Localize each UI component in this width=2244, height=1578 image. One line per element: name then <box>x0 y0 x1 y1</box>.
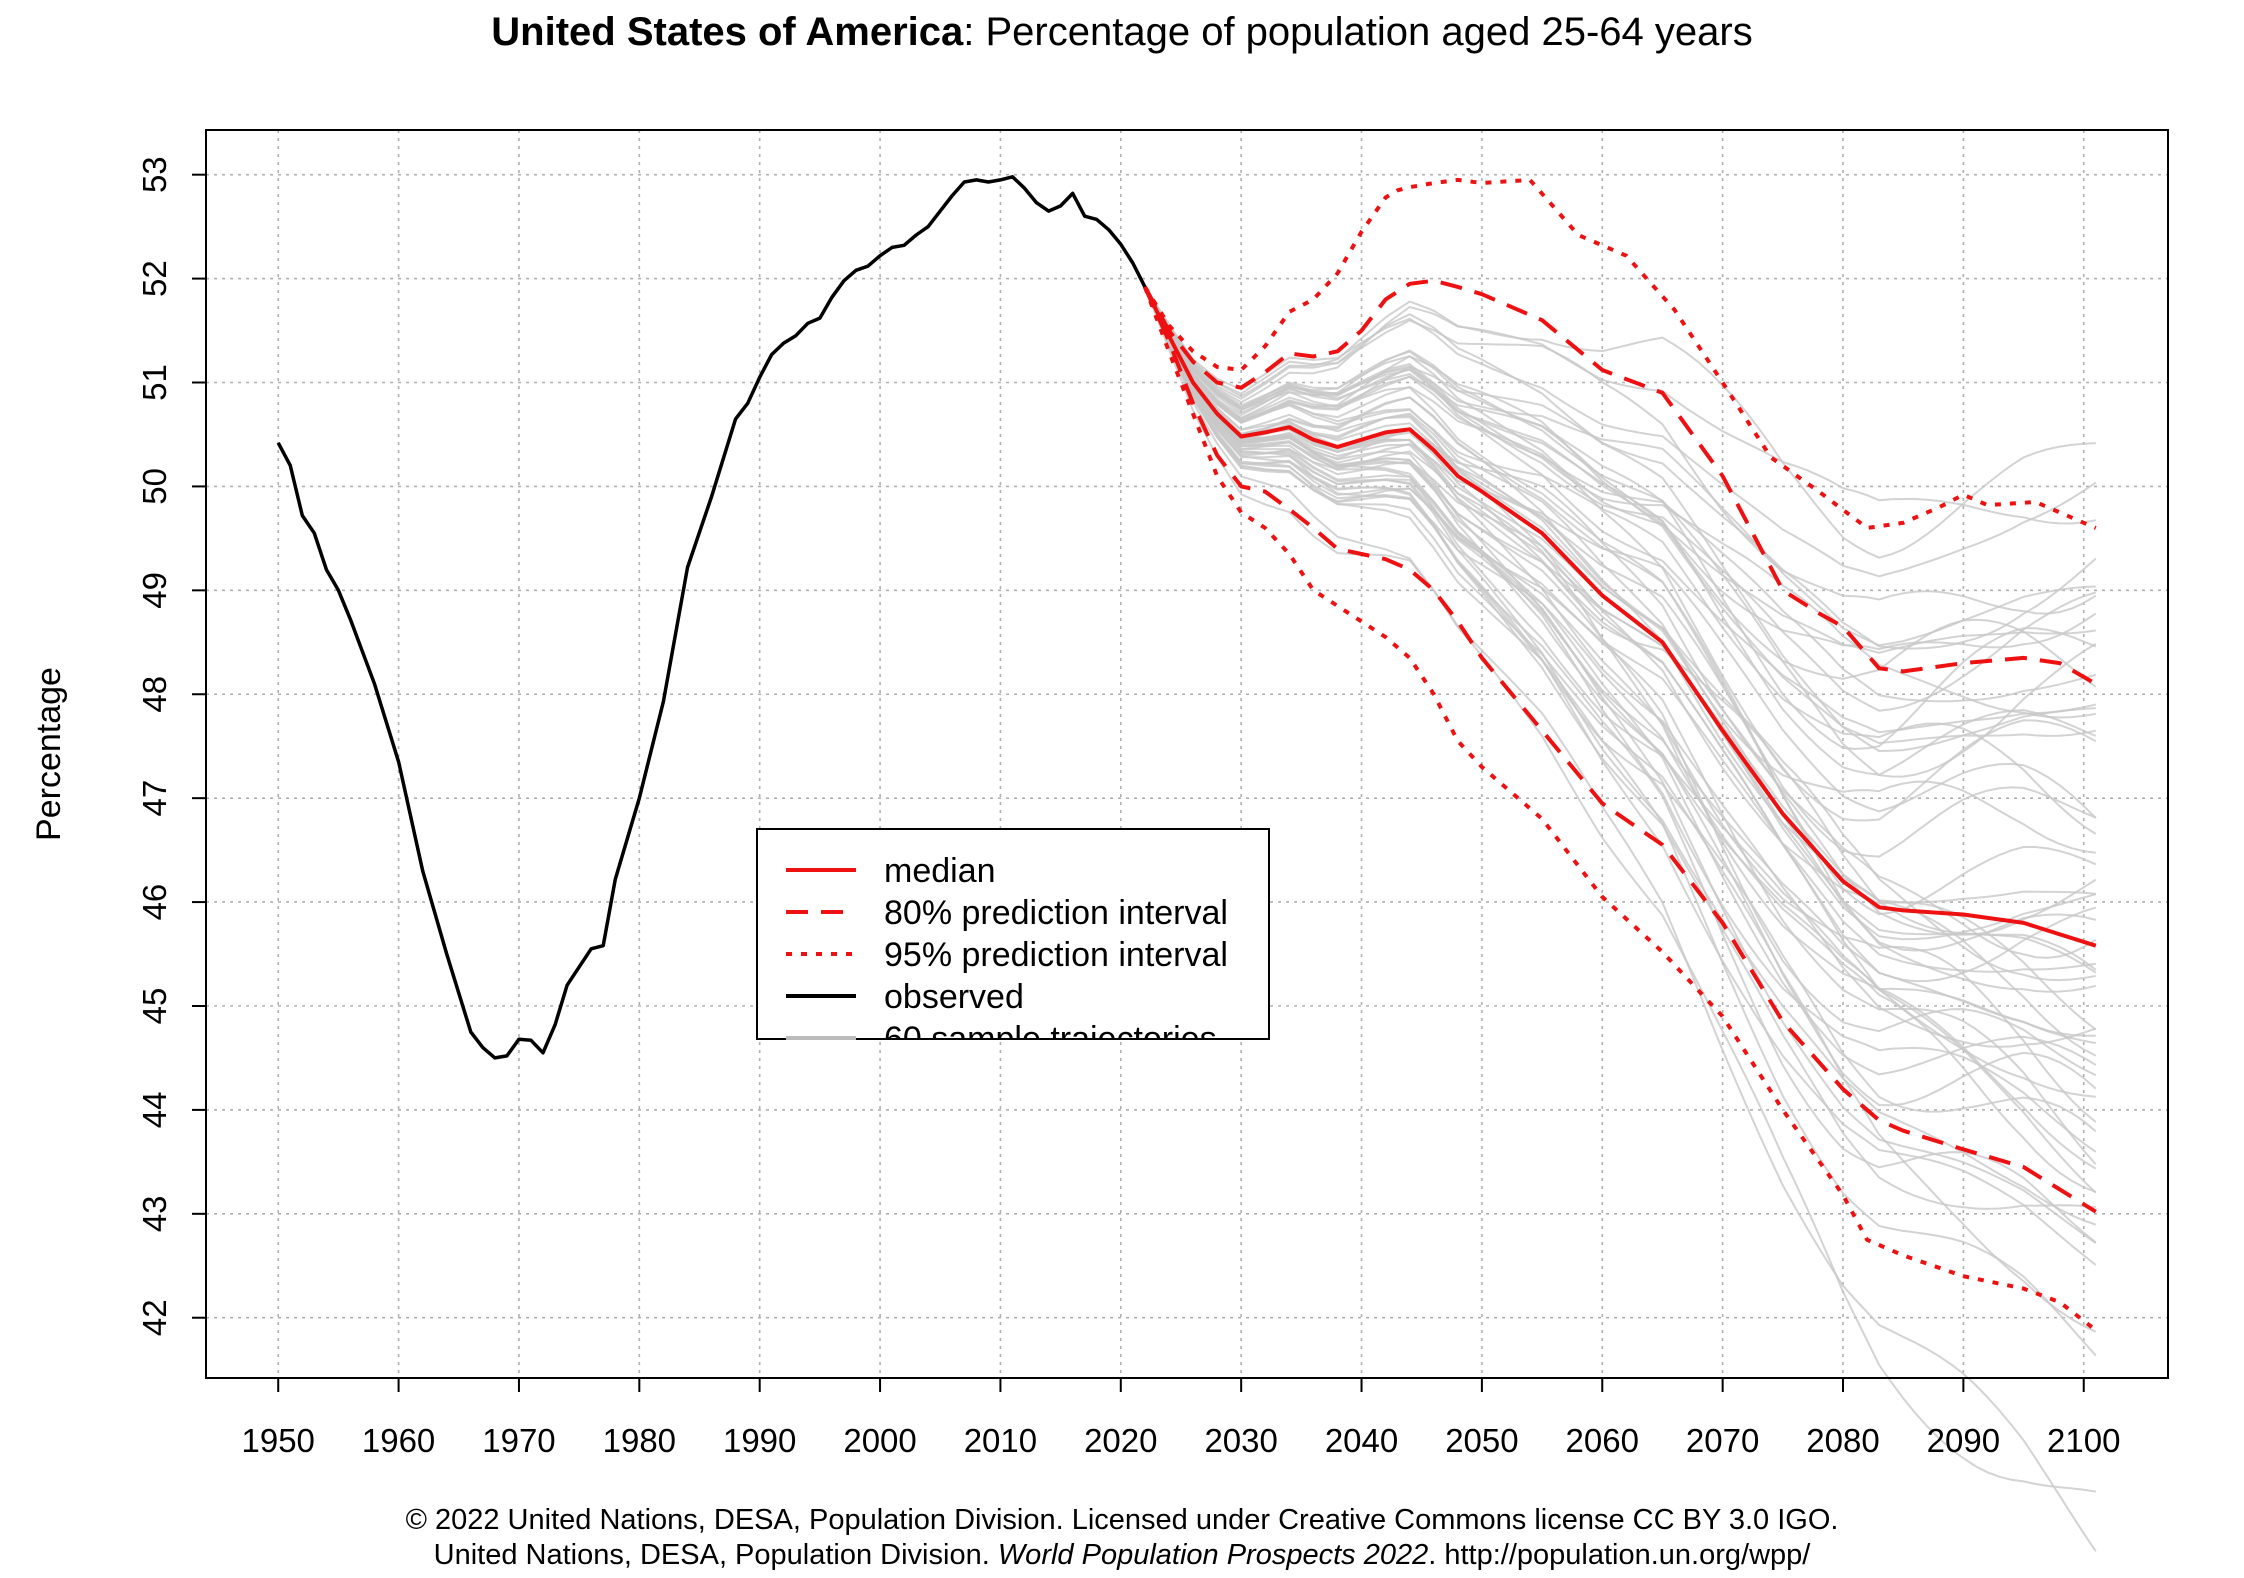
y-tick-label: 53 <box>136 156 173 193</box>
sample-trajectory <box>1144 286 2097 650</box>
plot-frame <box>205 129 2169 1379</box>
x-axis: 1950 1960 1970 1980 1990 2000 2010 2020 2030 2040… <box>242 1378 2120 1459</box>
series-95-prediction-interval <box>1143 286 2098 1332</box>
sample-trajectory <box>1143 286 2097 1170</box>
sample-trajectory <box>1144 286 2096 753</box>
sample-trajectory <box>1144 286 2097 971</box>
x-tick-label: 1970 <box>482 1422 555 1459</box>
sample-trajectory <box>1143 286 2097 1244</box>
y-tick-label: 42 <box>136 1299 173 1336</box>
sample-trajectory <box>1144 286 2097 822</box>
series-lines <box>276 175 2098 1332</box>
sample-trajectory <box>1143 286 2097 1193</box>
sample-trajectory <box>1144 286 2097 778</box>
y-axis-label: Percentage <box>30 667 68 841</box>
legend-box <box>756 828 1270 1040</box>
x-tick-label: 2090 <box>1927 1422 2000 1459</box>
sample-trajectory <box>1144 286 2096 525</box>
sample-trajectory <box>1143 286 2096 1098</box>
legend-label: 80% prediction interval <box>884 894 1228 932</box>
grid <box>206 130 2168 1378</box>
sample-trajectory <box>1144 286 2097 776</box>
sample-trajectory <box>1144 286 2097 578</box>
sample-trajectory <box>1144 286 2097 916</box>
chart-title: United States of America: Percentage of … <box>491 10 1752 54</box>
sample-trajectory <box>1144 286 2097 835</box>
y-tick-label: 44 <box>136 1092 173 1129</box>
sample-trajectory <box>1143 286 2097 1244</box>
sample-trajectory <box>1143 286 2097 1123</box>
x-tick-label: 1990 <box>723 1422 796 1459</box>
x-tick-label: 2010 <box>964 1422 1037 1459</box>
x-tick-label: 2080 <box>1806 1422 1879 1459</box>
x-tick-label: 2100 <box>2047 1422 2120 1459</box>
y-tick-label: 43 <box>136 1195 173 1232</box>
x-tick-label: 2050 <box>1445 1422 1518 1459</box>
sample-trajectory <box>1144 286 2096 559</box>
sample-trajectory <box>1143 286 2096 1493</box>
legend: median 80% prediction interval 95% predict… <box>756 828 1270 1058</box>
y-tick-label: 47 <box>136 780 173 817</box>
legend-label: observed <box>884 978 1024 1016</box>
sample-trajectory <box>1144 286 2097 745</box>
chart-title-country: United States of America <box>491 10 964 54</box>
legend-label: median <box>884 852 996 890</box>
sample-trajectories <box>1143 286 2097 1552</box>
y-tick-label: 51 <box>136 364 173 401</box>
sample-trajectory <box>1143 286 2097 952</box>
sample-trajectory <box>1143 286 2097 1552</box>
series-observed <box>276 175 1147 1060</box>
sample-trajectory <box>1143 286 2096 973</box>
x-tick-label: 2000 <box>843 1422 916 1459</box>
y-tick-label: 46 <box>136 884 173 921</box>
y-tick-label: 52 <box>136 260 173 297</box>
sample-trajectory <box>1143 286 2097 1153</box>
legend-label: 95% prediction interval <box>884 936 1228 974</box>
sample-trajectory <box>1144 286 2097 858</box>
sample-trajectory <box>1143 286 2096 1210</box>
sample-trajectory <box>1143 286 2097 1194</box>
x-tick-label: 1950 <box>242 1422 315 1459</box>
sample-trajectory <box>1143 286 2097 1076</box>
y-tick-label: 48 <box>136 676 173 713</box>
footer-citation-prefix: United Nations, DESA, Population Divisio… <box>433 1539 998 1571</box>
y-tick-label: 49 <box>136 572 173 609</box>
x-tick-label: 2020 <box>1084 1422 1157 1459</box>
series-80-prediction-interval <box>1143 286 2097 1214</box>
x-tick-label: 1960 <box>362 1422 435 1459</box>
sample-trajectory <box>1143 286 2097 1107</box>
x-tick-label: 2040 <box>1325 1422 1398 1459</box>
x-tick-label: 2070 <box>1686 1422 1759 1459</box>
sample-trajectory <box>1143 286 2097 1357</box>
x-tick-label: 2060 <box>1566 1422 1639 1459</box>
footer-citation-suffix: . http://population.un.org/wpp/ <box>1428 1539 1811 1571</box>
sample-trajectory <box>1144 286 2097 651</box>
footer-copyright: © 2022 United Nations, DESA, Population … <box>405 1504 1839 1536</box>
series-80-prediction-interval <box>1143 278 2097 686</box>
series-median <box>1143 286 2097 948</box>
footer-citation: United Nations, DESA, Population Divisio… <box>0 1539 2244 1572</box>
sample-trajectory <box>1143 286 2097 1048</box>
sample-trajectory <box>1143 286 2097 1266</box>
sample-trajectory <box>1144 286 2097 688</box>
y-axis: 42 43 44 45 46 47 48 49 50 51 52 53 <box>136 156 206 1336</box>
footer-citation-title: World Population Prospects 2022 <box>997 1539 1429 1571</box>
y-tick-label: 45 <box>136 988 173 1025</box>
x-tick-label: 1980 <box>603 1422 676 1459</box>
x-tick-label: 2030 <box>1204 1422 1277 1459</box>
chart-title-rest: : Percentage of population aged 25-64 ye… <box>963 10 1752 54</box>
sample-trajectory <box>1144 286 2097 615</box>
sample-trajectory <box>1144 286 2097 819</box>
legend-label: 60 sample trajectories <box>884 1020 1217 1058</box>
y-tick-label: 50 <box>136 468 173 505</box>
sample-trajectory <box>1143 286 2097 1133</box>
sample-trajectory <box>1144 286 2096 854</box>
sample-trajectory <box>1143 286 2097 1226</box>
